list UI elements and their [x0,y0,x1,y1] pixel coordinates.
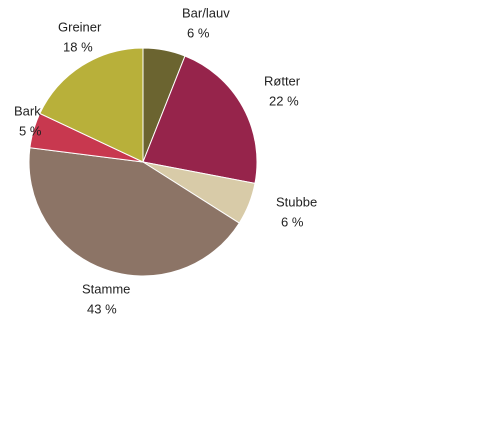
slice-value-label: 18 % [63,39,93,54]
pie-slice [142,55,258,184]
slice-value-label: 22 % [269,93,299,108]
slice-label: Røtter [264,73,301,88]
slice-value-label: 43 % [87,301,117,316]
slice-value-label: 5 % [19,123,42,138]
pie-slice [28,147,240,277]
slice-value-label: 6 % [281,214,304,229]
slice-label: Stubbe [276,194,317,209]
pie-slice [39,47,144,163]
slice-label: Bar/lauv [182,5,230,20]
slice-label: Stamme [82,281,130,296]
slice-value-label: 6 % [187,25,210,40]
slice-label: Greiner [58,19,102,34]
slice-label: Bark [14,103,41,118]
